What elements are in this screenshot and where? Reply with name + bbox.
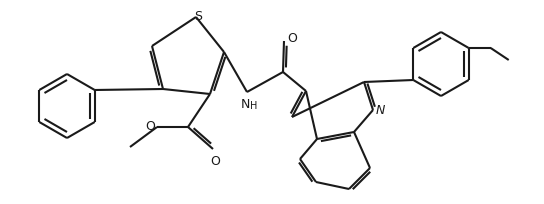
Text: N: N [376,104,385,117]
Text: N: N [240,98,250,110]
Text: O: O [210,154,220,167]
Text: O: O [145,120,155,133]
Text: S: S [194,9,202,22]
Text: O: O [287,31,297,44]
Text: H: H [250,101,258,110]
